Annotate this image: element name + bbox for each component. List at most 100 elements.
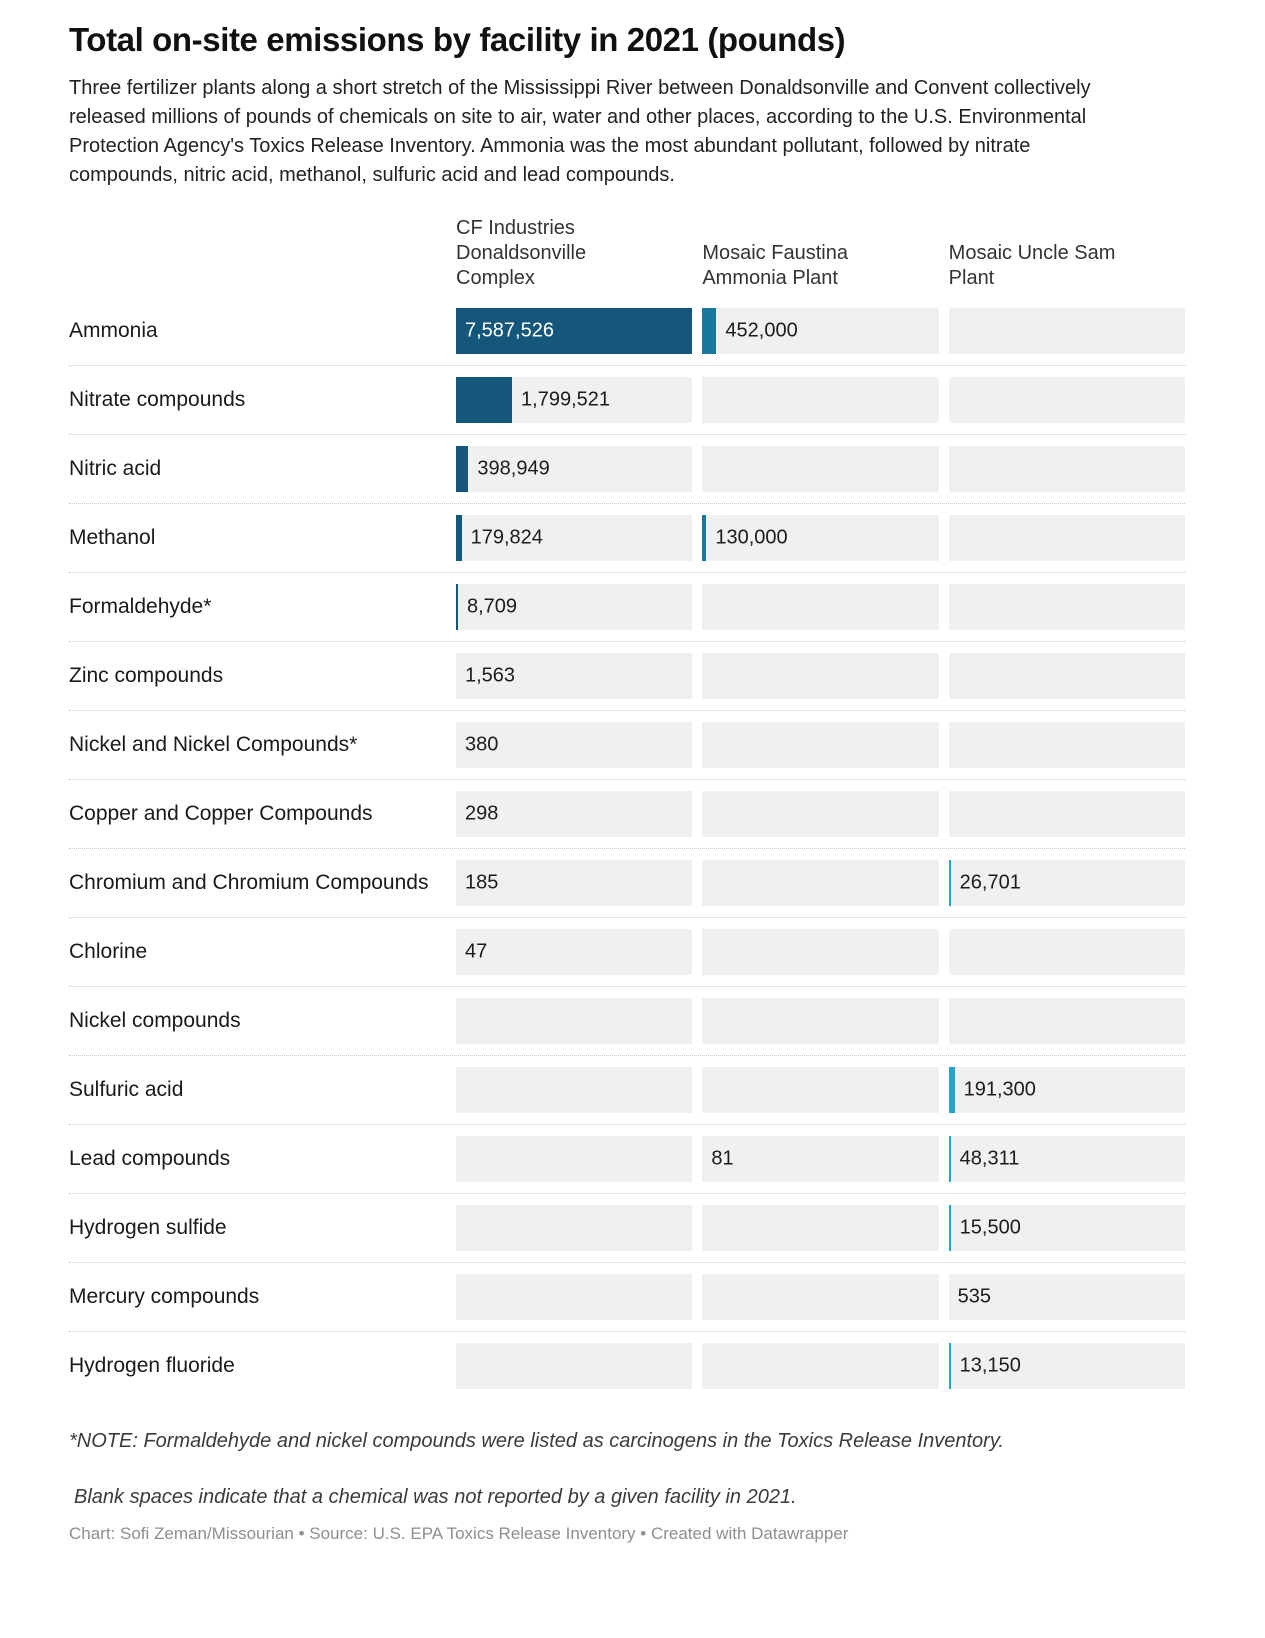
chart-row: Hydrogen sulfide 15,500 [69,1193,1185,1262]
bar [948,860,951,906]
row-label: Nickel compounds [69,1009,241,1032]
bar-value-label: 179,824 [470,526,543,549]
bar-cell [702,1205,939,1251]
bar-cell: 13,150 [948,1343,1185,1389]
chart-row: Nickel compounds [69,986,1185,1055]
chart-row: Ammonia 7,587,526 452,000 [69,297,1185,365]
column-header-mosaic-uncle-sam: Mosaic Uncle Sam Plant [948,242,1116,289]
bar-cell: 179,824 [456,515,693,561]
bar-value-label: 398,949 [477,457,550,480]
bar-cell: 452,000 [702,308,939,354]
row-label: Methanol [69,526,156,549]
column-header-cf-industries: CF Industries Donaldsonville Complex [456,217,587,289]
bar-cell: 1,563 [456,653,693,699]
bar-value-label: 15,500 [959,1216,1021,1239]
chart-row: Lead compounds 81 48,311 [69,1124,1185,1193]
bar-cell: 7,587,526 [456,308,693,354]
bar-cell [702,929,939,975]
bar-cell: 380 [456,722,693,768]
row-label: Ammonia [69,319,158,342]
row-label: Nitrate compounds [69,388,246,411]
bar-value-label: 130,000 [715,526,788,549]
bar-cell [456,1274,693,1320]
bar-cell [948,998,1185,1044]
bar-value-label: 298 [465,802,499,825]
bar-value-label: 535 [957,1285,992,1308]
bar-cell [702,998,939,1044]
bar-cell [948,584,1185,630]
bar-value-label: 13,150 [959,1354,1021,1377]
bar-cell: 130,000 [702,515,939,561]
bar-cell [702,722,939,768]
chart-row: Formaldehyde* 8,709 [69,572,1185,641]
bar [456,446,469,492]
note-carcinogen: *NOTE: Formaldehyde and nickel compounds… [69,1430,1004,1452]
column-header-row: CF Industries Donaldsonville Complex Mos… [69,216,1185,297]
chart-row: Copper and Copper Compounds 298 [69,779,1185,848]
bar-cell: 398,949 [456,446,693,492]
bar-cell: 1,799,521 [456,377,693,423]
bar-cell [948,308,1185,354]
row-label: Mercury compounds [69,1285,260,1308]
bar [948,1205,951,1251]
bar-cell [702,1343,939,1389]
bar-cell: 15,500 [948,1205,1185,1251]
bar-value-label: 380 [465,733,499,756]
chart-notes: *NOTE: Formaldehyde and nickel compounds… [69,1428,1185,1544]
bar [702,515,707,561]
chart-row: Chromium and Chromium Compounds 185 26,701 [69,848,1185,917]
row-label: Copper and Copper Compounds [69,802,373,825]
bar [456,377,513,423]
note-blank-spaces: Blank spaces indicate that a chemical wa… [74,1486,797,1508]
bar-cell: 48,311 [948,1136,1185,1182]
chart-row: Methanol 179,824 130,000 [69,503,1185,572]
bar-cell [948,515,1185,561]
bar-cell [456,998,693,1044]
chart-row: Nitrate compounds 1,799,521 [69,365,1185,434]
bar-cell [456,1067,693,1113]
bar-value-label: 1,799,521 [521,388,611,411]
bar-cell [948,722,1185,768]
row-label: Hydrogen sulfide [69,1216,227,1239]
bar [948,1067,955,1113]
bar-cell [456,1343,693,1389]
bar-value-label: 26,701 [959,871,1021,894]
bar [456,515,462,561]
column-header-mosaic-faustina: Mosaic Faustina Ammonia Plant [702,242,848,289]
bar-value-label: 81 [711,1147,734,1170]
bar-cell [948,446,1185,492]
bar-cell [948,653,1185,699]
row-label: Formaldehyde* [69,595,212,618]
bar-cell [702,653,939,699]
bar-cell [702,860,939,906]
bar-cell: 47 [456,929,693,975]
row-label: Chromium and Chromium Compounds [69,871,429,894]
bar-cell [456,1136,693,1182]
row-label: Nitric acid [69,457,162,480]
row-label: Zinc compounds [69,664,224,687]
bar-cell: 185 [456,860,693,906]
bar-cell: 26,701 [948,860,1185,906]
bar-cell [702,377,939,423]
bar [702,308,717,354]
row-label: Lead compounds [69,1147,231,1170]
bar-cell: 8,709 [456,584,693,630]
chart-row: Nitric acid 398,949 [69,434,1185,503]
bar-cell [702,1067,939,1113]
chart-container: Total on-site emissions by facility in 2… [69,0,1185,1544]
bar [948,1136,951,1182]
bar-cell: 191,300 [948,1067,1185,1113]
chart-credit: Chart: Sofi Zeman/Missourian • Source: U… [69,1524,849,1543]
bar-value-label: 185 [465,871,499,894]
bar [948,1343,951,1389]
chart-row: Mercury compounds 535 [69,1262,1185,1331]
bar-cell [702,791,939,837]
bar-value-label: 1,563 [465,664,516,687]
bar-value-label: 47 [465,940,488,963]
chart-row: Zinc compounds 1,563 [69,641,1185,710]
bar-cell [702,584,939,630]
row-label: Hydrogen fluoride [69,1354,235,1377]
chart-row: Hydrogen fluoride 13,150 [69,1331,1185,1400]
row-label: Chlorine [69,940,148,963]
